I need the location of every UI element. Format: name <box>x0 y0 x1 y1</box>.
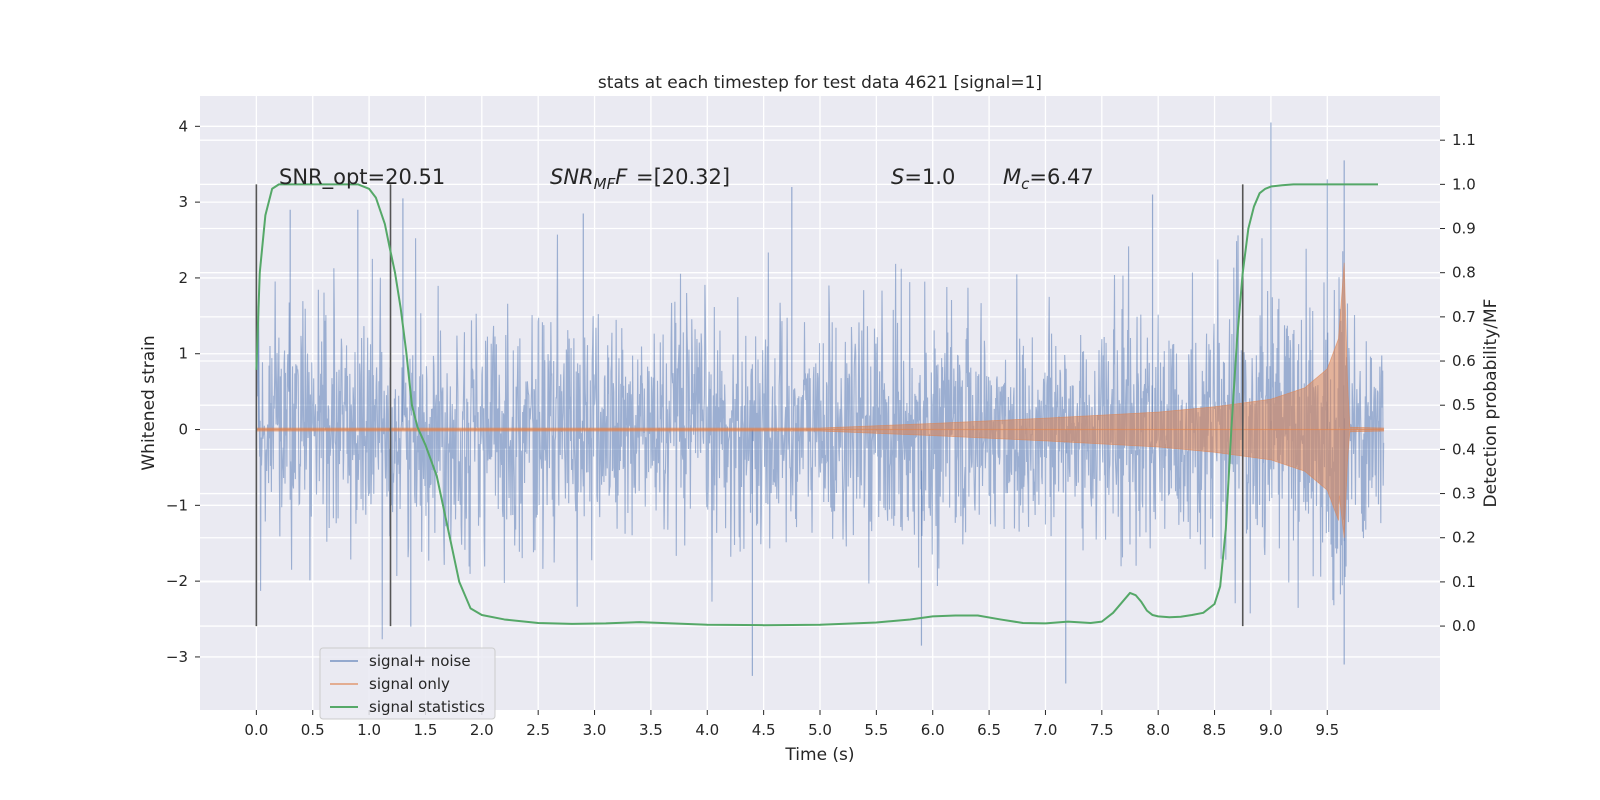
y2-tick-label: 0.5 <box>1452 396 1476 414</box>
annotation-s: S=1.0 <box>891 165 955 189</box>
x-tick-label: 6.0 <box>921 721 945 739</box>
y-tick-label: 4 <box>178 117 188 135</box>
y2-tick-label: 0.3 <box>1452 485 1476 503</box>
y2-axis-label: Detection probability/MF <box>1481 299 1501 508</box>
annotation-snr-opt: SNR_opt=20.51 <box>279 165 445 190</box>
legend: signal+ noise signal only signal statist… <box>319 647 496 720</box>
signal-noise-trace <box>255 234 1385 640</box>
x-tick-label: 2.0 <box>470 721 494 739</box>
x-tick-label: 5.5 <box>864 721 888 739</box>
annotation-mc-value: =6.47 <box>1029 165 1093 189</box>
signal-statistics-series <box>255 183 1378 627</box>
y2-tick-label: 0.2 <box>1452 529 1476 547</box>
x-tick-label: 4.5 <box>752 721 776 739</box>
y-tick-label: −3 <box>166 648 188 666</box>
chart-title: stats at each timestep for test data 462… <box>598 73 1042 93</box>
legend-label-signal-statistics: signal statistics <box>369 698 485 716</box>
annotation-snr-mf-subscript: MF <box>594 175 616 193</box>
annotation-s-value: =1.0 <box>904 165 955 189</box>
x-tick-label: 0.5 <box>301 721 325 739</box>
annotation-snr-mf-value: =[20.32] <box>636 165 730 189</box>
x-tick-label: 7.0 <box>1034 721 1058 739</box>
annotation-snr-mf-symbol: SNR <box>550 165 594 189</box>
x-tick-label: 5.0 <box>808 721 832 739</box>
legend-label-signal-only: signal only <box>369 675 450 693</box>
signal-statistics-line <box>255 183 1378 627</box>
y-tick-label: 2 <box>178 269 188 287</box>
y2-tick-label: 0.7 <box>1452 308 1476 326</box>
x-tick-label: 7.5 <box>1090 721 1114 739</box>
signal-only-series <box>255 262 1385 538</box>
annotation-s-symbol: S <box>891 165 904 189</box>
y-tick-label: −2 <box>166 572 188 590</box>
y2-tick-label: 0.6 <box>1452 352 1476 370</box>
y2-tick-label: 0.0 <box>1452 617 1476 635</box>
y-axis-label: Whitened strain <box>139 335 159 470</box>
signal-only-trace <box>255 262 1385 538</box>
y2-tick-label: 0.1 <box>1452 573 1476 591</box>
x-tick-label: 6.5 <box>977 721 1001 739</box>
x-tick-label: 9.5 <box>1315 721 1339 739</box>
y2-axis-ticks: 1.1 1.0 0.9 0.8 0.7 0.6 0.5 0.4 0.3 0.2 0.1 0.0 <box>1440 131 1476 635</box>
y-tick-label: 0 <box>178 421 188 439</box>
y2-tick-label: 1.1 <box>1452 131 1476 149</box>
x-axis-label: Time (s) <box>784 745 854 765</box>
x-tick-label: 4.0 <box>695 721 719 739</box>
y-tick-label: 1 <box>178 345 188 363</box>
x-axis-ticks: 0.0 0.5 1.0 1.5 2.0 2.5 3.0 3.5 4.0 4.5 5.0 5.5 6.0 6… <box>244 710 1339 739</box>
x-tick-label: 0.0 <box>244 721 268 739</box>
x-tick-label: 1.5 <box>414 721 438 739</box>
y2-tick-label: 0.9 <box>1452 220 1476 238</box>
legend-box <box>319 647 496 720</box>
x-tick-label: 8.5 <box>1203 721 1227 739</box>
x-tick-label: 3.5 <box>639 721 663 739</box>
annotation-mc-symbol: M <box>1003 165 1021 189</box>
y-tick-label: −1 <box>166 496 188 514</box>
y2-tick-label: 0.8 <box>1452 264 1476 282</box>
y2-tick-label: 0.4 <box>1452 440 1476 458</box>
y-axis-ticks: 4 3 2 1 0 −1 −2 −3 <box>166 117 200 666</box>
annotation-mc-subscript: c <box>1021 175 1030 193</box>
y2-tick-label: 1.0 <box>1452 175 1476 193</box>
annotation-mc: Mc=6.47 <box>1003 165 1094 193</box>
annotation-snr-mf: SNRMFF <box>550 165 628 193</box>
y-tick-label: 3 <box>178 193 188 211</box>
vertical-markers <box>255 184 1244 627</box>
legend-label-signal-noise: signal+ noise <box>369 652 471 670</box>
x-tick-label: 2.5 <box>526 721 550 739</box>
x-tick-label: 8.0 <box>1146 721 1170 739</box>
x-tick-label: 1.0 <box>357 721 381 739</box>
x-tick-label: 3.0 <box>583 721 607 739</box>
x-tick-label: 9.0 <box>1259 721 1283 739</box>
